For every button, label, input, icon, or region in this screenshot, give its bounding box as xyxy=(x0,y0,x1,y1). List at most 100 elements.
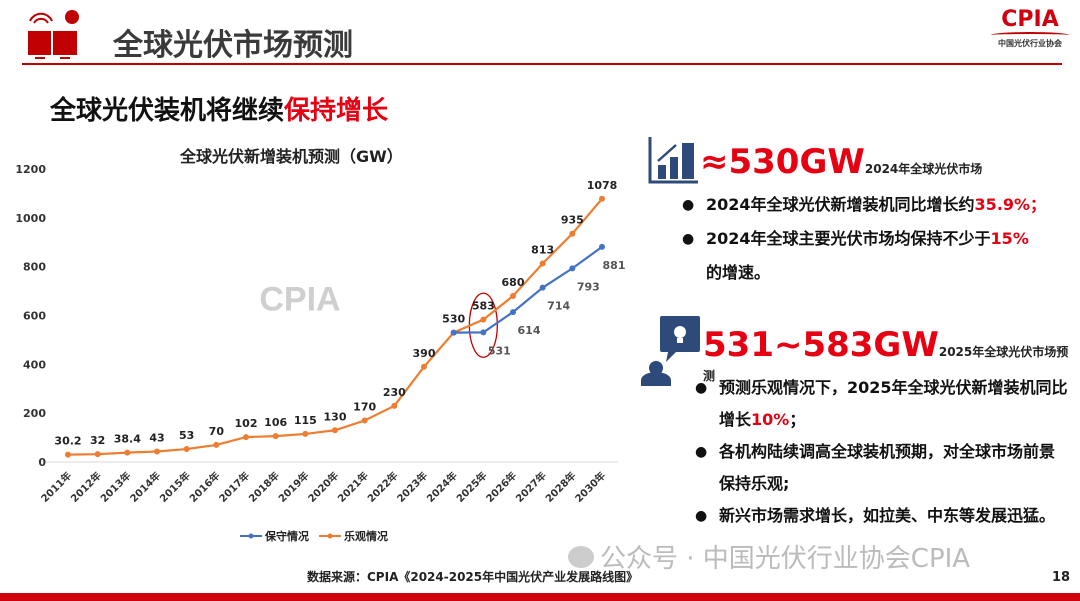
x-tick-label: 2028年 xyxy=(543,469,579,505)
data-label: 793 xyxy=(577,280,600,293)
wechat-watermark: 公众号 · 中国光伏行业协会CPIA xyxy=(568,538,970,575)
data-source: 数据来源：CPIA《2024-2025年中国光伏产业发展路线图》 xyxy=(307,570,639,584)
x-tick-label: 2016年 xyxy=(187,469,223,505)
y-tick-label: 1200 xyxy=(15,163,46,176)
logo-text: CPIA xyxy=(1001,7,1059,32)
solar-panel-icon xyxy=(28,10,79,59)
data-label: 170 xyxy=(353,400,376,413)
data-point xyxy=(302,430,309,437)
x-tick-label: 2023年 xyxy=(394,469,430,505)
bullet-list-2024: 2024年全球光伏新增装机同比增长约35.9%； 2024年全球主要光伏市场均保… xyxy=(682,188,1080,290)
headline-2024: ≈530GW2024年全球光伏市场 xyxy=(700,142,982,182)
data-label: 43 xyxy=(149,432,164,445)
data-label: 881 xyxy=(603,259,626,272)
y-tick-label: 600 xyxy=(23,310,46,323)
data-point xyxy=(480,329,487,336)
data-point xyxy=(243,434,249,441)
data-label: 32 xyxy=(90,434,105,447)
list-item: 2024年全球主要光伏市场均保持不少于15%的增速。 xyxy=(682,222,1080,290)
list-item: 新兴市场需求增长，如拉美、中东等发展迅猛。 xyxy=(695,500,1070,532)
x-tick-label: 2011年 xyxy=(38,469,74,505)
x-tick-label: 2027年 xyxy=(513,469,549,505)
legend-item-conservative: 保守情况 xyxy=(240,528,309,544)
data-point xyxy=(480,316,487,323)
line-chart: CPIA 0 200 400 600 800 1000 1200 2011年2012年2013年… xyxy=(15,163,626,505)
footer-bar xyxy=(0,593,1080,601)
series-line-0 xyxy=(453,245,603,334)
data-label: 130 xyxy=(324,410,347,423)
x-tick-label: 2026年 xyxy=(483,469,519,505)
x-tick-label: 2018年 xyxy=(246,469,282,505)
y-tick-label: 1000 xyxy=(15,212,46,225)
data-point xyxy=(391,402,398,409)
y-tick-label: 800 xyxy=(23,261,46,274)
data-label: 813 xyxy=(531,243,554,256)
headline-caption: 2024年全球光伏市场 xyxy=(864,162,983,176)
y-tick-label: 0 xyxy=(38,456,46,469)
data-label: 230 xyxy=(383,386,406,399)
x-tick-label: 2017年 xyxy=(216,469,252,505)
list-item: 2024年全球光伏新增装机同比增长约35.9%； xyxy=(682,188,1080,222)
person-idea-icon xyxy=(641,316,700,386)
x-tick-label: 2019年 xyxy=(276,469,312,505)
data-point xyxy=(183,446,190,453)
watermark-text: 公众号 · 中国光伏行业协会CPIA xyxy=(600,544,971,574)
cpia-logo: CPIA 中国光伏行业协会 xyxy=(985,8,1075,49)
x-tick-label: 2014年 xyxy=(127,469,163,505)
x-tick-label: 2021年 xyxy=(335,469,371,505)
data-label: 1078 xyxy=(587,179,618,192)
data-point xyxy=(421,363,427,370)
chart-title: 全球光伏新增装机预测（GW） xyxy=(180,147,403,166)
chart-legend: 保守情况 乐观情况 xyxy=(240,528,388,544)
x-tick-label: 2024年 xyxy=(424,469,460,505)
data-label: 583 xyxy=(472,300,495,313)
subtitle-main: 全球光伏装机将继续 xyxy=(50,96,285,126)
data-label: 106 xyxy=(264,416,287,429)
data-point xyxy=(94,451,101,458)
chart-watermark: CPIA xyxy=(259,281,340,319)
list-item: 预测乐观情况下，2025年全球光伏新增装机同比增长10%； xyxy=(695,372,1070,436)
data-label: 714 xyxy=(547,300,570,313)
data-point xyxy=(361,417,368,424)
data-point xyxy=(510,292,516,299)
data-point xyxy=(539,284,546,291)
data-label: 38.4 xyxy=(114,433,141,446)
data-label: 70 xyxy=(209,425,225,438)
x-tick-label: 2015年 xyxy=(157,469,193,505)
data-label: 935 xyxy=(561,214,584,227)
headline-2025: 531~583GW2025年全球光伏市场预测 xyxy=(703,325,1080,384)
data-point xyxy=(450,329,457,336)
data-label: 30.2 xyxy=(54,435,81,448)
data-label: 530 xyxy=(442,313,465,326)
wechat-icon xyxy=(568,545,594,568)
legend-label: 保守情况 xyxy=(265,530,309,543)
y-tick-label: 400 xyxy=(23,358,46,371)
data-point xyxy=(599,243,605,250)
data-point xyxy=(65,451,71,458)
data-point xyxy=(154,448,160,455)
bullet-list-2025: 预测乐观情况下，2025年全球光伏新增装机同比增长10%； 各机构陆续调高全球装… xyxy=(695,372,1070,532)
data-point xyxy=(213,441,220,448)
data-label: 115 xyxy=(294,414,317,427)
x-tick-label: 2020年 xyxy=(305,469,341,505)
data-point xyxy=(599,195,605,202)
data-point xyxy=(569,230,576,237)
data-point xyxy=(272,433,279,440)
header-divider xyxy=(22,63,1062,65)
data-point xyxy=(569,265,576,272)
data-point xyxy=(510,309,516,316)
data-label: 680 xyxy=(502,276,525,289)
x-tick-label: 2025年 xyxy=(454,469,490,505)
data-label: 53 xyxy=(179,429,194,442)
page-number: 18 xyxy=(1052,570,1071,585)
section-subtitle: 全球光伏装机将继续保持增长 xyxy=(50,90,388,127)
x-tick-label: 2012年 xyxy=(68,469,104,505)
logo-subtext: 中国光伏行业协会 xyxy=(998,39,1062,48)
headline-value: 531~583GW xyxy=(703,325,939,365)
x-tick-label: 2013年 xyxy=(98,469,134,505)
y-tick-label: 200 xyxy=(23,407,46,420)
legend-label: 乐观情况 xyxy=(344,530,388,543)
data-point xyxy=(124,449,131,456)
x-tick-label: 2030年 xyxy=(572,469,608,505)
data-label: 102 xyxy=(235,417,258,430)
